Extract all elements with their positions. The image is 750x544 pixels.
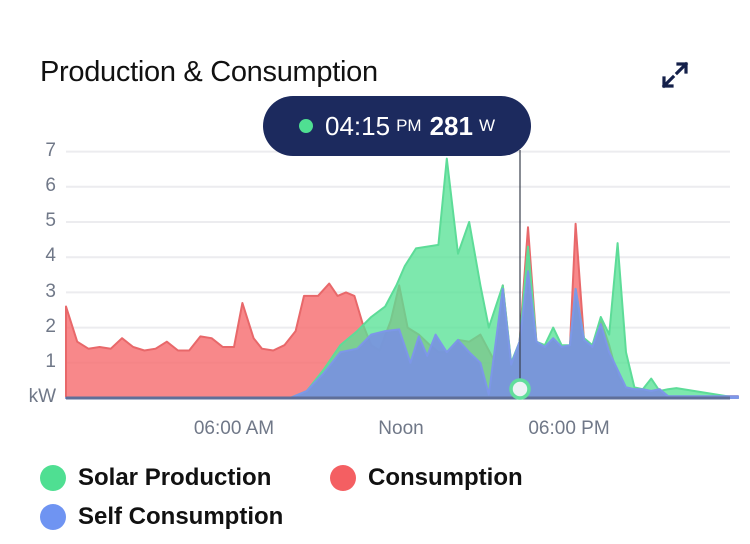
series-area-self-consumption [65, 270, 739, 399]
legend-label: Self Consumption [78, 503, 284, 530]
y-tick: 4 [45, 245, 56, 266]
legend-label: Solar Production [78, 464, 272, 491]
legend-swatch [40, 504, 66, 530]
y-tick: 2 [45, 316, 56, 337]
x-tick: 06:00 AM [193, 418, 275, 439]
legend-swatch [40, 465, 66, 491]
x-tick: 06:00 PM [528, 418, 610, 439]
y-tick: 7 [45, 140, 56, 161]
chart-title: Production & Consumption [40, 56, 378, 88]
expand-button[interactable] [660, 60, 690, 90]
tooltip-ampm: PM [396, 116, 422, 135]
legend-label: Consumption [368, 464, 523, 491]
y-tick: 5 [45, 210, 56, 231]
series-area-solar-production [65, 157, 739, 399]
x-tick: Noon [378, 418, 424, 439]
tooltip-dot [298, 119, 313, 133]
legend-item-solar-production[interactable]: Solar Production [40, 464, 271, 492]
legend-item-consumption[interactable]: Consumption [330, 464, 523, 492]
y-tick: 6 [45, 175, 56, 196]
tooltip-unit: W [478, 116, 495, 135]
legend-swatch [330, 465, 356, 491]
tooltip-value: 281 [429, 110, 473, 141]
legend-item-self-consumption[interactable]: Self Consumption [40, 503, 283, 531]
y-tick: 3 [45, 281, 56, 302]
y-tick: 1 [45, 351, 56, 372]
y-axis-unit: kW [28, 386, 56, 407]
tooltip-time: 04:15 [324, 110, 391, 141]
expand-arrows-icon [661, 61, 689, 89]
cursor-tooltip: 04:15 PM 281 W [263, 96, 531, 156]
cursor-marker[interactable] [509, 378, 531, 400]
